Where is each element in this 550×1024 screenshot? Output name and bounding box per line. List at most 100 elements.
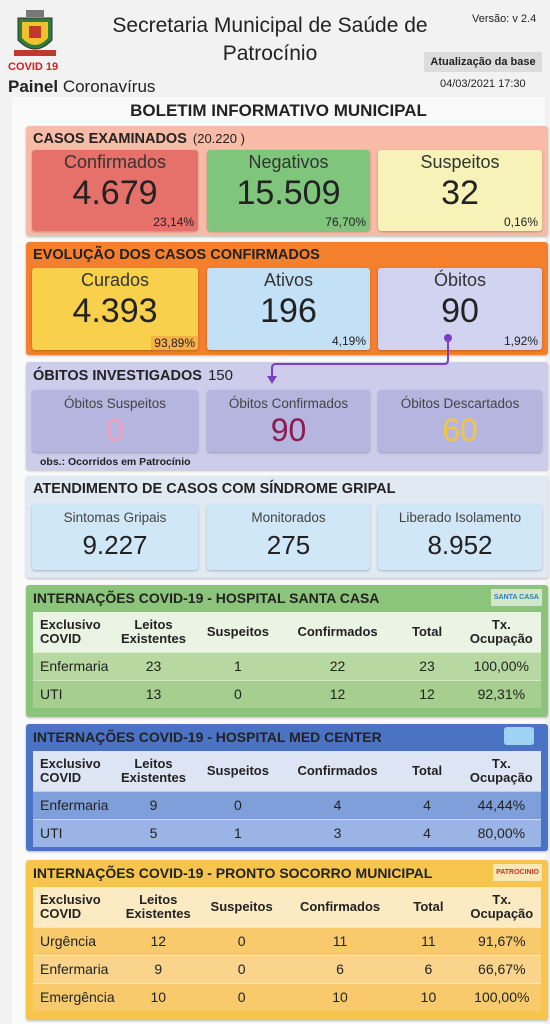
stat-card: Confirmados 4.679 23,14% <box>32 150 198 231</box>
table-row: Emergência 10 0 10 10 100,00% <box>33 983 541 1011</box>
panel-title: Painel Coronavírus <box>8 77 155 97</box>
section-title: CASOS EXAMINADOS <box>33 131 187 147</box>
table-cell: 4 <box>333 797 342 813</box>
header-title: Secretaria Municipal de Saúde de Patrocí… <box>112 14 428 65</box>
section-heading: EVOLUÇÃO DOS CASOS CONFIRMADOS <box>33 247 320 263</box>
section: EVOLUÇÃO DOS CASOS CONFIRMADOS Curados 4.3… <box>26 242 548 355</box>
column-header: Leitos Existentes <box>120 755 186 785</box>
column-header: Confirmados <box>297 623 378 639</box>
table-cell: 23 <box>145 658 162 674</box>
table-cell: 3 <box>333 825 342 842</box>
table-cell: 0 <box>237 933 246 949</box>
stat-card: Liberado Isolamento 8.952 <box>378 504 542 570</box>
card-label: Óbitos Suspeitos <box>63 396 167 411</box>
column-header: Total <box>412 623 443 639</box>
stat-card: Suspeitos 32 0,16% <box>378 150 542 231</box>
hospital-logo: SANTA CASA <box>490 589 542 606</box>
card-label: Sintomas Gripais <box>63 510 167 525</box>
column-header: Leitos Existentes <box>120 616 186 646</box>
table-cell: 0 <box>233 686 242 703</box>
table-cell: 92,31% <box>477 686 526 703</box>
column-header: Tx. Ocupação <box>469 755 533 785</box>
table-cell: 6 <box>424 961 433 977</box>
card-label: Ativos <box>263 270 314 290</box>
column-header: Confirmados <box>297 762 378 778</box>
card-percent: 0,16% <box>503 215 538 229</box>
card-value: 15.509 <box>236 174 341 212</box>
hospital-table: Exclusivo COVID Leitos Existentes Suspeito… <box>33 612 541 708</box>
section-heading: CASOS EXAMINADOS (20.220 ) <box>33 131 245 147</box>
section-heading: ATENDIMENTO DE CASOS COM SÍNDROME GRIPAL <box>33 481 396 497</box>
table-cell: UTI <box>40 825 63 842</box>
hospital-section: INTERNAÇÕES COVID-19 - HOSPITAL MED CENT… <box>26 724 548 851</box>
section: ÓBITOS INVESTIGADOS 150 Óbitos Suspeitos 0 Ó… <box>26 362 548 470</box>
table-cell: 80,00% <box>477 825 526 842</box>
column-header: Suspeitos <box>206 762 269 778</box>
table-cell: 5 <box>149 825 158 842</box>
column-header: Suspeitos <box>206 623 269 639</box>
hospital-table: Exclusivo COVID Leitos Existentes Suspeito… <box>33 887 541 1011</box>
table-cell: 10 <box>150 989 167 1006</box>
table-row: Enfermaria 9 0 4 4 44,44% <box>33 791 541 819</box>
table-header-row: Exclusivo COVID Leitos Existentes Suspeito… <box>33 751 541 791</box>
section-total: 150 <box>207 367 233 384</box>
hospital-section: INTERNAÇÕES COVID-19 - HOSPITAL SANTA CA… <box>26 585 548 717</box>
panel-text: Coronavírus <box>62 77 156 96</box>
section-total: (20.220 ) <box>192 131 245 146</box>
table-cell: Enfermaria <box>40 797 109 813</box>
stat-card: Negativos 15.509 76,70% <box>207 150 370 231</box>
stat-card: Curados 4.393 93,89% <box>32 268 198 350</box>
table-cell: 100,00% <box>473 658 529 674</box>
card-value: 32 <box>441 174 479 212</box>
table-cell: 1 <box>233 658 242 674</box>
card-value: 4.679 <box>72 174 158 212</box>
column-header: Exclusivo COVID <box>40 755 101 785</box>
card-label: Negativos <box>248 152 329 172</box>
table-cell: 13 <box>145 686 162 703</box>
logo-label: COVID 19 <box>8 61 59 73</box>
table-row: Enfermaria 9 0 6 6 66,67% <box>33 955 541 983</box>
table-cell: Urgência <box>40 933 97 949</box>
card-value: 9.227 <box>82 530 148 560</box>
table-cell: 1 <box>233 825 242 842</box>
section: ATENDIMENTO DE CASOS COM SÍNDROME GRIPAL… <box>26 476 548 578</box>
table-cell: Enfermaria <box>40 658 109 674</box>
table-cell: 6 <box>336 961 344 977</box>
panel-bold: Painel <box>8 77 59 96</box>
column-header: Suspeitos <box>210 898 273 914</box>
table-cell: 22 <box>329 658 346 674</box>
card-value: 60 <box>442 412 478 448</box>
table-header-row: Exclusivo COVID Leitos Existentes Suspeito… <box>33 887 541 927</box>
card-label: Óbitos <box>433 270 487 290</box>
table-cell: 4 <box>423 825 431 842</box>
table-cell: 100,00% <box>474 989 530 1006</box>
hospital-section: INTERNAÇÕES COVID-19 - PRONTO SOCORRO MU… <box>26 860 548 1020</box>
table-cell: 66,67% <box>478 961 526 977</box>
card-label: Suspeitos <box>420 152 500 172</box>
stat-card: Óbitos 90 1,92% <box>378 268 542 350</box>
section-title: EVOLUÇÃO DOS CASOS CONFIRMADOS <box>33 247 320 263</box>
table-cell: 0 <box>237 961 246 977</box>
table-cell: 12 <box>419 686 435 703</box>
section-note: obs.: Ocorridos em Patrocínio <box>40 456 191 468</box>
table-cell: 0 <box>233 797 242 813</box>
card-percent: 1,92% <box>503 334 538 348</box>
version: Versão: v 2.4 <box>472 13 537 25</box>
table-cell: 0 <box>237 989 246 1006</box>
table-cell: 10 <box>420 989 437 1006</box>
column-header: Tx. Ocupação <box>469 616 533 646</box>
stat-card: Sintomas Gripais 9.227 <box>32 504 198 570</box>
hospital-title: INTERNAÇÕES COVID-19 - PRONTO SOCORRO MU… <box>33 865 433 881</box>
card-value: 275 <box>266 530 311 560</box>
table-cell: 23 <box>419 658 435 674</box>
card-label: Curados <box>80 270 150 290</box>
table-cell: UTI <box>40 686 63 703</box>
table-header-row: Exclusivo COVID Leitos Existentes Suspeito… <box>33 612 541 652</box>
table-cell: 12 <box>150 933 167 949</box>
card-label: Confirmados <box>63 152 167 172</box>
card-label: Liberado Isolamento <box>398 510 522 525</box>
card-value: 4.393 <box>72 292 158 330</box>
bulletin-title: BOLETIM INFORMATIVO MUNICIPAL <box>130 101 427 120</box>
table-cell: 9 <box>154 961 163 977</box>
